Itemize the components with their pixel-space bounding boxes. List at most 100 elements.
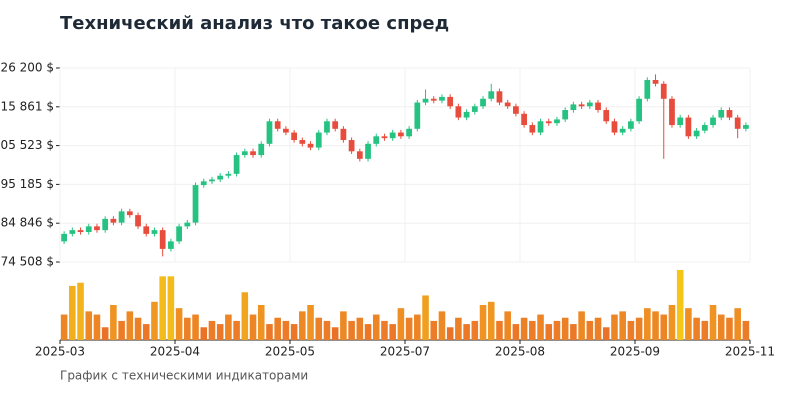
candle-body: [258, 143, 265, 156]
volume-bar: [93, 314, 101, 340]
volume-bar: [118, 320, 125, 340]
candle-body: [414, 102, 421, 129]
candle-body: [595, 102, 601, 111]
candle-body: [701, 125, 708, 131]
volume-bar: [356, 317, 364, 340]
candle-body: [209, 179, 215, 182]
x-tick-label: 2025-04: [150, 345, 200, 359]
candle-body: [603, 110, 610, 122]
candle-body: [61, 233, 67, 242]
candle-body: [743, 125, 749, 129]
volume-bar: [430, 320, 438, 340]
candle-body: [537, 121, 544, 133]
candle-body: [102, 218, 109, 231]
volume-bar: [717, 314, 725, 340]
volume-bar: [512, 324, 520, 340]
candle-body: [455, 106, 462, 118]
volume-bar: [69, 285, 76, 340]
volume-bar: [668, 305, 676, 340]
candle-body: [586, 102, 593, 107]
candle-body: [693, 130, 700, 137]
chart-subtitle: График с техническими индикаторами: [60, 369, 308, 383]
volume-bar: [340, 311, 347, 340]
candle-body: [266, 121, 273, 144]
volume-bar: [586, 320, 594, 340]
volume-bar: [364, 324, 372, 340]
candle-body: [496, 91, 503, 103]
volume-bar: [487, 301, 495, 340]
volume-bar: [594, 317, 602, 340]
candle-body: [398, 132, 404, 137]
volume-bar: [619, 311, 626, 340]
volume-bar: [438, 311, 446, 340]
volume-bar: [455, 317, 462, 340]
candle-body: [578, 104, 585, 107]
volume-bar: [101, 327, 109, 340]
candle-body: [324, 121, 330, 133]
candle-body: [184, 222, 191, 227]
y-tick-label: 115 861 $: [0, 99, 54, 113]
candle-body: [241, 151, 248, 156]
candle-body: [439, 96, 445, 101]
candle-body: [570, 104, 577, 111]
candle-body: [159, 230, 166, 249]
volume-bar: [652, 311, 659, 340]
candle-body: [685, 117, 692, 137]
candle-body: [250, 151, 256, 156]
volume-bar: [381, 320, 388, 340]
candle-body: [192, 185, 199, 223]
candle-body: [85, 226, 92, 233]
volume-bar: [676, 270, 684, 340]
volume-bar: [414, 314, 421, 340]
volume-bar: [200, 327, 208, 340]
candle-body: [77, 230, 84, 233]
x-tick-label: 2025-07: [380, 345, 430, 359]
volume-bar: [216, 324, 224, 340]
candle-body: [513, 106, 519, 114]
volume-bar: [290, 324, 298, 340]
volume-bar: [274, 317, 281, 340]
volume-bar: [422, 295, 429, 340]
candle-body: [151, 230, 158, 234]
volume-bar: [561, 317, 569, 340]
volume-bar: [142, 324, 150, 340]
volume-bar: [307, 305, 314, 340]
volume-bar: [726, 317, 733, 340]
candle-body: [307, 143, 314, 148]
candle-body: [365, 143, 371, 159]
volume-bar: [602, 327, 610, 340]
candle-body: [521, 113, 527, 126]
x-tick-label: 2025-03: [35, 345, 85, 359]
candle-body: [619, 128, 626, 133]
volume-bar: [331, 327, 339, 340]
candle-body: [274, 121, 281, 129]
candle-body: [422, 98, 429, 103]
candle-body: [332, 121, 339, 129]
volume-bar: [463, 324, 470, 340]
volume-bar: [685, 308, 692, 340]
candle-body: [545, 121, 552, 124]
volume-bar: [175, 308, 183, 340]
candle-body: [168, 241, 174, 249]
volume-bar: [644, 308, 651, 340]
candle-body: [718, 110, 725, 118]
y-tick-label: 126 200 $: [0, 61, 54, 75]
candle-body: [225, 173, 232, 176]
volume-bar: [241, 292, 249, 340]
candle-body: [348, 140, 355, 152]
candle-body: [69, 230, 76, 234]
x-tick-label: 2025-08: [495, 345, 545, 359]
volume-bar: [192, 314, 199, 340]
candle-body: [480, 98, 486, 107]
candle-body: [710, 117, 716, 126]
candle-body: [488, 91, 495, 99]
volume-bar: [471, 320, 479, 340]
candle-body: [504, 102, 511, 107]
volume-bar: [167, 276, 175, 340]
candle-body: [726, 110, 733, 118]
y-tick-label: 84 846 $: [1, 216, 54, 230]
candle-body: [406, 128, 412, 137]
volume-bar: [627, 320, 635, 340]
candle-body: [628, 121, 634, 129]
